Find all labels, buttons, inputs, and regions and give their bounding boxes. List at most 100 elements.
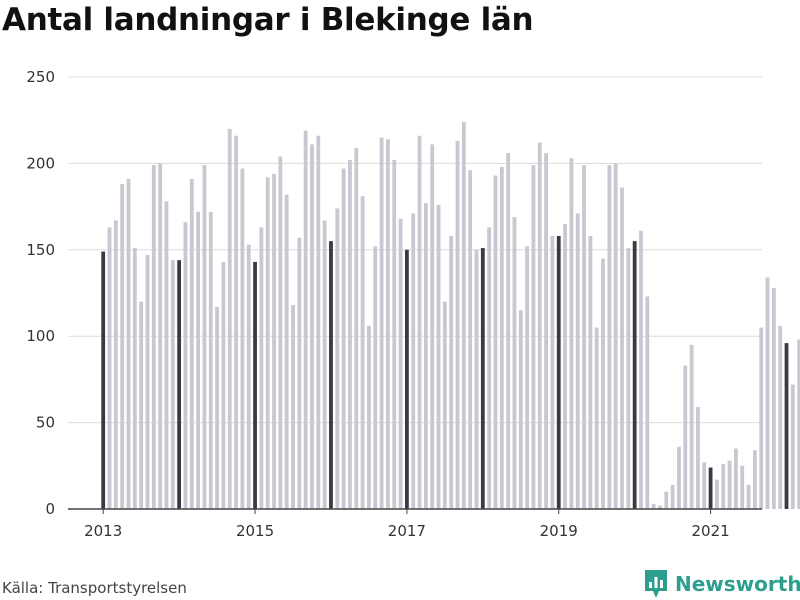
bar xyxy=(113,220,118,509)
y-tick-label: 50 xyxy=(36,414,55,432)
x-tick-label: 2021 xyxy=(691,522,729,540)
bar xyxy=(537,142,542,509)
bar xyxy=(645,296,650,509)
bar xyxy=(234,135,238,509)
bar xyxy=(752,450,757,509)
bar xyxy=(265,177,270,509)
bar xyxy=(512,216,517,509)
bar xyxy=(170,260,175,509)
bar xyxy=(360,196,365,509)
bar xyxy=(430,144,435,509)
bar xyxy=(607,165,612,510)
bar xyxy=(379,137,384,510)
bar xyxy=(620,187,624,510)
bars xyxy=(101,121,800,510)
bar xyxy=(398,218,403,510)
bar xyxy=(639,230,643,510)
brand-logo[interactable]: Newsworthy xyxy=(644,569,800,599)
bar xyxy=(506,153,511,510)
bar xyxy=(151,165,156,510)
bar xyxy=(392,159,397,509)
bar xyxy=(132,248,137,509)
bar xyxy=(291,305,295,509)
bar xyxy=(664,491,669,509)
y-tick-label: 0 xyxy=(45,500,55,518)
y-tick-label: 100 xyxy=(26,327,55,345)
bar xyxy=(461,121,466,509)
bar xyxy=(721,464,726,509)
bar xyxy=(196,211,201,509)
bar xyxy=(354,147,359,509)
bar xyxy=(518,310,523,509)
bar xyxy=(550,235,555,509)
bar xyxy=(651,503,656,509)
bar xyxy=(493,175,498,509)
x-tick-label: 2019 xyxy=(540,522,578,540)
bar xyxy=(759,327,764,509)
bar xyxy=(696,407,700,509)
bar xyxy=(208,211,213,509)
bar xyxy=(107,227,112,509)
bar xyxy=(797,339,800,509)
bar xyxy=(677,446,681,509)
bar xyxy=(702,462,707,509)
x-tick-label: 2015 xyxy=(236,522,274,540)
bar xyxy=(601,258,605,509)
bar xyxy=(158,163,163,509)
y-tick-label: 250 xyxy=(26,68,55,86)
bar xyxy=(139,301,144,509)
bar xyxy=(386,139,390,509)
bar xyxy=(689,344,694,509)
bar xyxy=(771,287,776,509)
axes xyxy=(68,508,762,514)
bar xyxy=(259,227,264,509)
bar xyxy=(499,166,504,509)
bar xyxy=(145,254,150,509)
bar xyxy=(778,325,783,509)
bar xyxy=(613,163,618,509)
bar xyxy=(575,213,580,509)
bar xyxy=(436,204,441,509)
bar xyxy=(316,135,321,509)
bar xyxy=(683,365,688,509)
bar xyxy=(126,178,131,509)
bar xyxy=(632,241,637,509)
bar xyxy=(417,135,422,509)
bar xyxy=(455,140,460,509)
bar xyxy=(658,505,662,509)
bar xyxy=(449,235,454,509)
bar xyxy=(582,165,586,510)
bar xyxy=(411,213,416,509)
bar xyxy=(442,301,447,509)
bar xyxy=(480,248,485,509)
x-tick-label: 2013 xyxy=(84,522,122,540)
bar xyxy=(227,128,232,509)
y-tick-label: 200 xyxy=(26,154,55,172)
bar xyxy=(784,343,789,509)
bar xyxy=(272,173,276,509)
bar xyxy=(708,467,713,509)
bar xyxy=(215,306,219,509)
bar xyxy=(367,325,371,509)
bar xyxy=(348,159,352,509)
bar xyxy=(734,448,738,509)
chart-title: Antal landningar i Blekinge län xyxy=(2,2,534,38)
bar xyxy=(297,237,302,510)
bar xyxy=(177,260,182,509)
bar xyxy=(253,261,257,509)
bar xyxy=(221,261,226,509)
bar xyxy=(101,251,106,509)
bar xyxy=(202,165,207,510)
bar xyxy=(594,327,599,509)
bar xyxy=(164,201,169,509)
bar xyxy=(487,227,492,509)
bar xyxy=(322,220,327,509)
bar xyxy=(556,235,561,509)
bar xyxy=(765,277,770,509)
bar xyxy=(423,203,428,510)
bar xyxy=(588,235,593,509)
brand-name: Newsworthy xyxy=(675,572,800,596)
bar xyxy=(670,484,675,509)
bar xyxy=(531,165,536,510)
